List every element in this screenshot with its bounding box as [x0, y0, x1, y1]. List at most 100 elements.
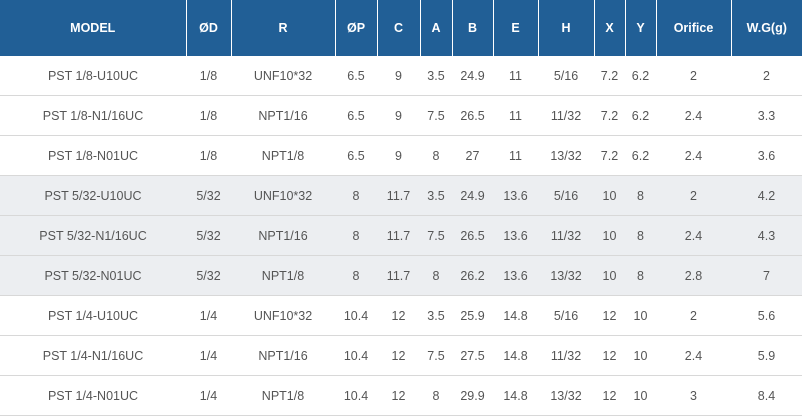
table-cell: 6.5 [335, 95, 377, 136]
table-row: PST 1/8-U10UC 1/8 UNF10*32 6.5 9 3.5 24.9 11 5/1… [0, 56, 802, 96]
column-header: ØP [334, 0, 377, 56]
model-cell: PST 1/8-N01UC [0, 135, 186, 176]
column-header: MODEL [0, 0, 186, 56]
table-cell: 11.7 [377, 175, 420, 216]
table-cell: 6.2 [625, 95, 656, 136]
table-cell: 9 [377, 56, 420, 96]
model-cell: PST 1/4-U10UC [0, 295, 186, 336]
table-cell: 13.6 [493, 255, 538, 296]
table-cell: 24.9 [452, 175, 493, 216]
table-cell: 1/4 [186, 295, 231, 336]
table-cell: 12 [377, 335, 420, 376]
table-row: PST 1/8-N01UC 1/8 NPT1/8 6.5 9 8 27 11 13/32 7.2 6… [0, 135, 802, 176]
table-cell: 26.5 [452, 95, 493, 136]
column-header: A [419, 0, 452, 56]
table-cell: 11 [493, 95, 538, 136]
table-cell: 11/32 [538, 335, 594, 376]
table-cell: 5.9 [731, 335, 802, 376]
table-cell: 10.4 [335, 335, 377, 376]
table-cell: 6.2 [625, 135, 656, 176]
table-cell: 3.5 [420, 175, 452, 216]
table-cell: 11/32 [538, 215, 594, 256]
table-cell: 6.5 [335, 56, 377, 96]
table-cell: 7.5 [420, 95, 452, 136]
table-cell: NPT1/8 [231, 375, 335, 416]
table-cell: 27.5 [452, 335, 493, 376]
table-cell: 4.2 [731, 175, 802, 216]
table-cell: 10 [625, 335, 656, 376]
table-cell: 8 [625, 215, 656, 256]
model-cell: PST 1/8-N1/16UC [0, 95, 186, 136]
table-cell: 6.5 [335, 135, 377, 176]
table-cell: 9 [377, 135, 420, 176]
table-cell: 13.6 [493, 175, 538, 216]
column-header: X [593, 0, 625, 56]
table-cell: 12 [594, 335, 625, 376]
table-cell: 7.5 [420, 335, 452, 376]
table-cell: 7.2 [594, 95, 625, 136]
table-cell: 5/16 [538, 295, 594, 336]
table-cell: 8 [625, 255, 656, 296]
table-cell: 26.5 [452, 215, 493, 256]
model-cell: PST 1/4-N1/16UC [0, 335, 186, 376]
table-cell: 7.5 [420, 215, 452, 256]
table-cell: NPT1/16 [231, 215, 335, 256]
table-cell: 10.4 [335, 375, 377, 416]
model-cell: PST 1/8-U10UC [0, 56, 186, 96]
table-cell: 2.4 [656, 335, 731, 376]
table-cell: 2 [731, 56, 802, 96]
table-cell: NPT1/16 [231, 95, 335, 136]
column-header: Orifice [655, 0, 731, 56]
table-cell: 13/32 [538, 255, 594, 296]
table-cell: 5.6 [731, 295, 802, 336]
table-cell: 4.3 [731, 215, 802, 256]
table-cell: 1/8 [186, 135, 231, 176]
column-header: W.G(g) [730, 0, 802, 56]
column-header: Y [624, 0, 656, 56]
table-cell: 12 [377, 375, 420, 416]
table-cell: 5/16 [538, 56, 594, 96]
table-cell: 12 [377, 295, 420, 336]
table-cell: 10 [594, 255, 625, 296]
table-cell: NPT1/8 [231, 135, 335, 176]
table-cell: NPT1/8 [231, 255, 335, 296]
column-header: E [492, 0, 538, 56]
table-cell: 2.4 [656, 95, 731, 136]
table-cell: 13.6 [493, 215, 538, 256]
column-header: B [451, 0, 493, 56]
table-cell: 7 [731, 255, 802, 296]
table-cell: 8.4 [731, 375, 802, 416]
table-cell: UNF10*32 [231, 175, 335, 216]
table-cell: 3.6 [731, 135, 802, 176]
table-cell: 8 [420, 255, 452, 296]
table-cell: 5/32 [186, 215, 231, 256]
table-cell: 1/4 [186, 335, 231, 376]
table-cell: 1/8 [186, 56, 231, 96]
table-header-row: MODEL ØD R ØP C A B E H X Y Orifice W.G(g) [0, 0, 802, 56]
table-cell: 10 [594, 175, 625, 216]
table-cell: 8 [335, 255, 377, 296]
table-cell: 27 [452, 135, 493, 176]
table-cell: 2 [656, 175, 731, 216]
table-cell: 5/32 [186, 175, 231, 216]
table-cell: 29.9 [452, 375, 493, 416]
column-header: ØD [185, 0, 231, 56]
table-cell: 11 [493, 56, 538, 96]
column-header: C [376, 0, 420, 56]
table-cell: 2.8 [656, 255, 731, 296]
table-cell: 7.2 [594, 56, 625, 96]
model-cell: PST 5/32-U10UC [0, 175, 186, 216]
table-cell: 8 [420, 375, 452, 416]
model-cell: PST 5/32-N1/16UC [0, 215, 186, 256]
table-row: PST 1/4-U10UC 1/4 UNF10*32 10.4 12 3.5 25.9 14.… [0, 295, 802, 336]
table-cell: UNF10*32 [231, 56, 335, 96]
table-cell: UNF10*32 [231, 295, 335, 336]
table-cell: 8 [625, 175, 656, 216]
table-cell: 13/32 [538, 135, 594, 176]
model-cell: PST 5/32-N01UC [0, 255, 186, 296]
table-cell: 11 [493, 135, 538, 176]
table-cell: 10.4 [335, 295, 377, 336]
table-cell: 12 [594, 295, 625, 336]
table-cell: 2 [656, 56, 731, 96]
